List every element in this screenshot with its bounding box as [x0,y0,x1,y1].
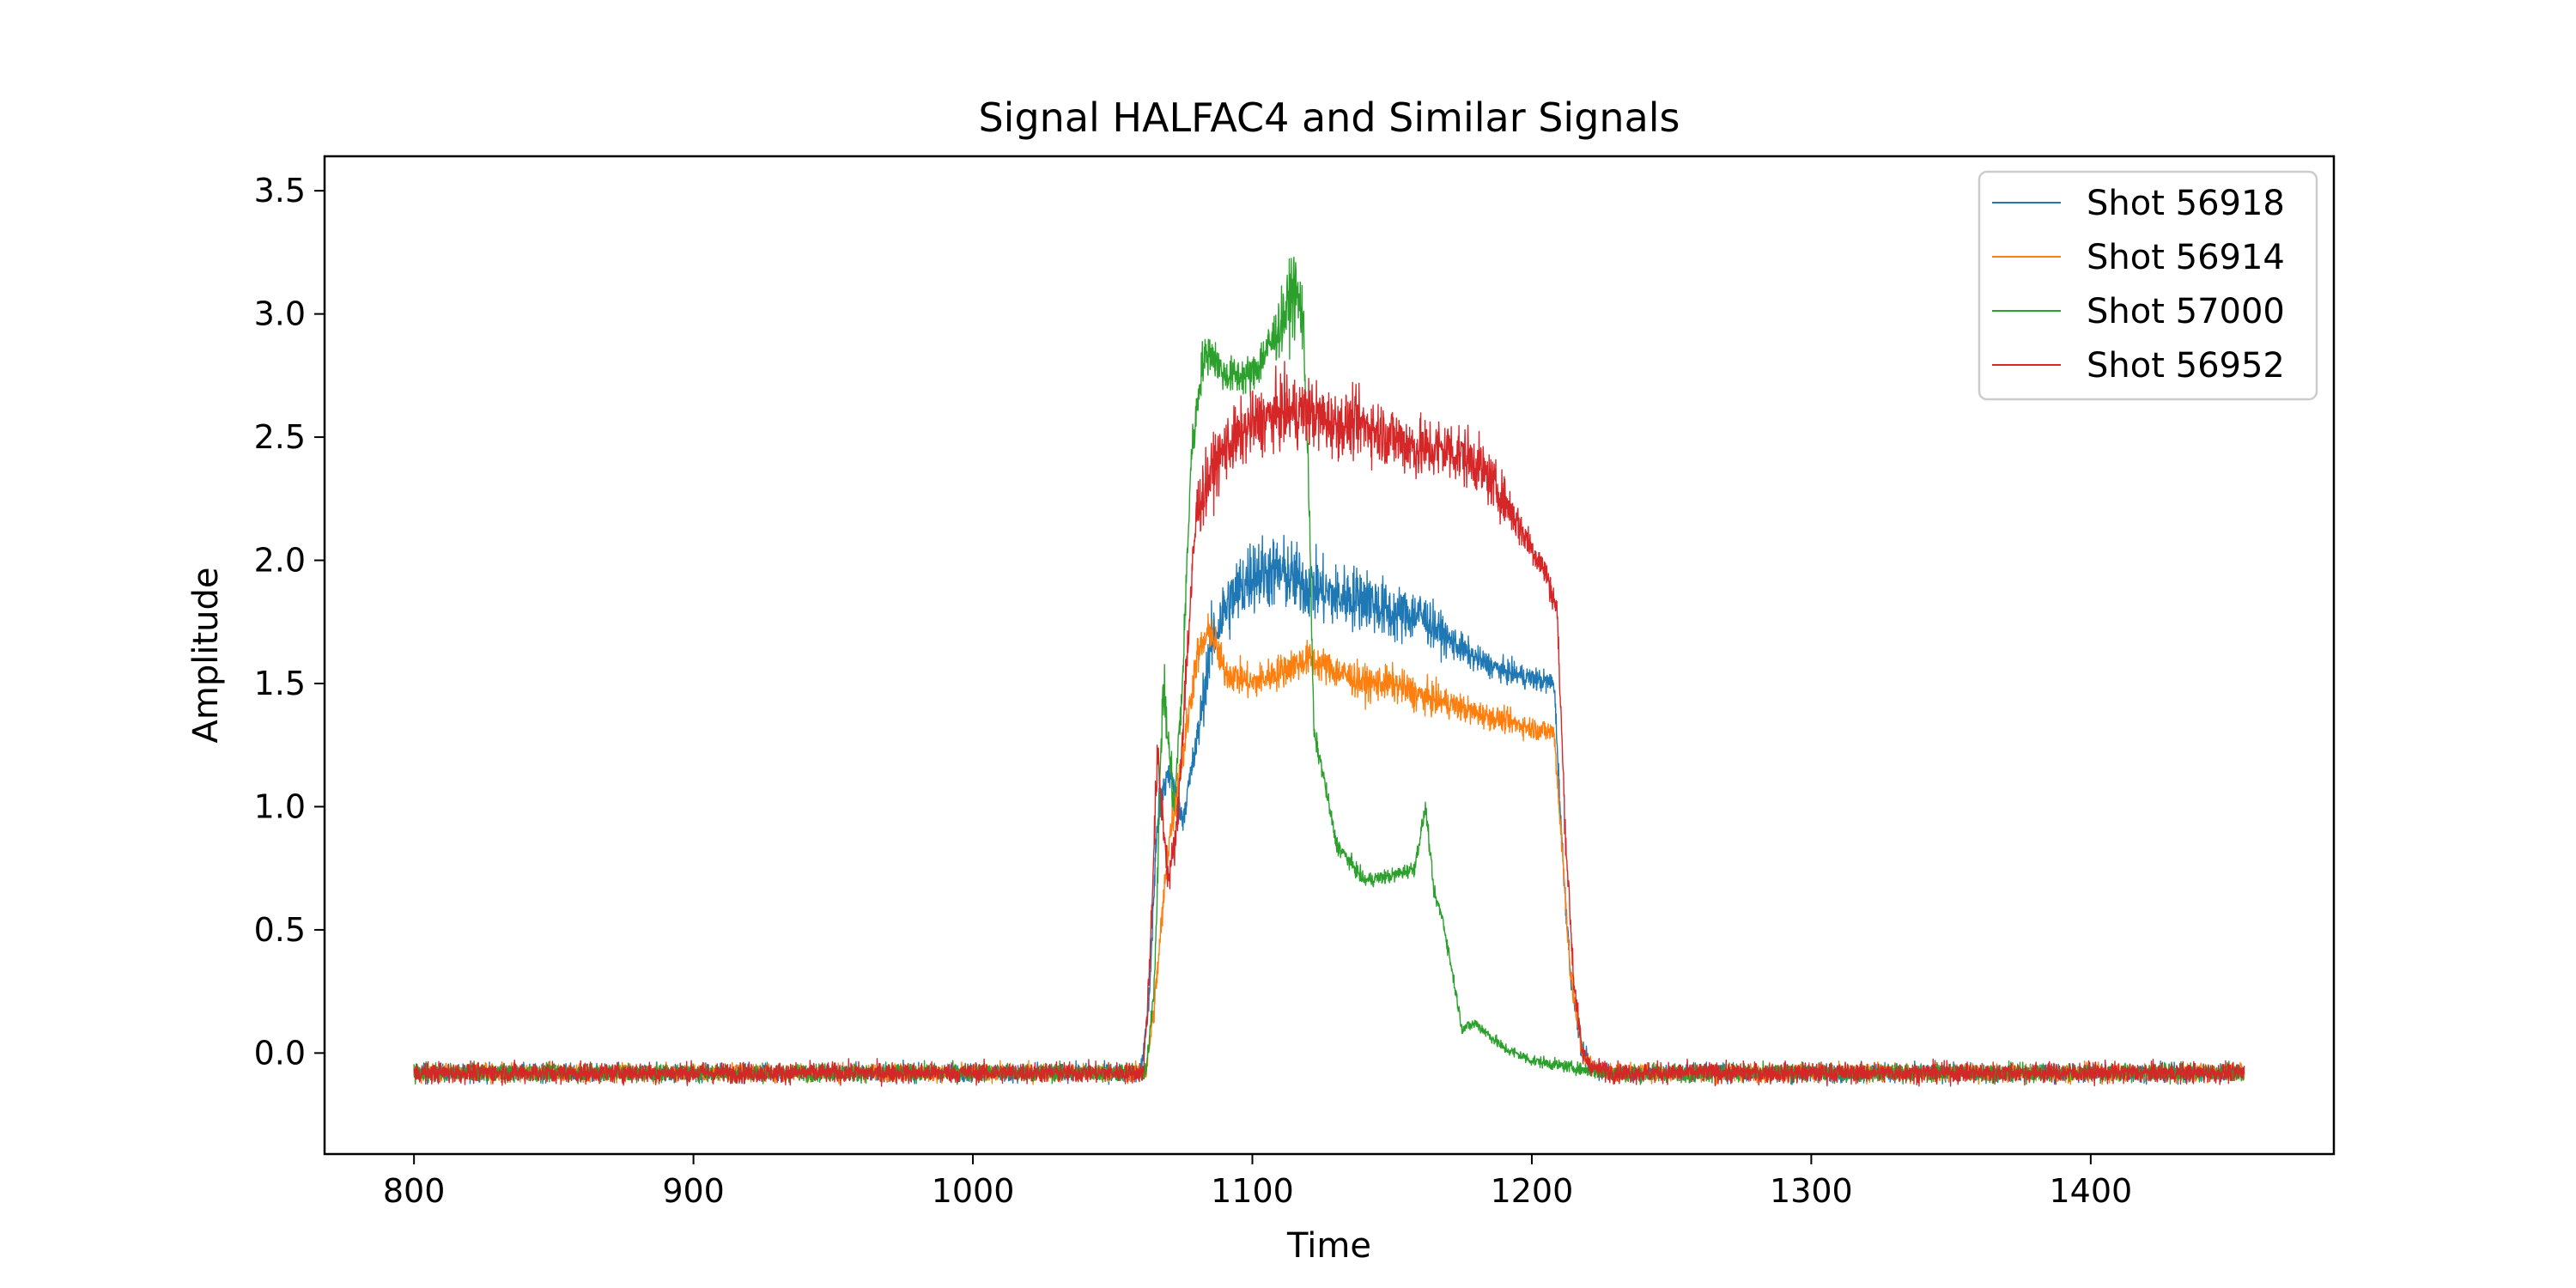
x-tick-label: 1200 [1491,1172,1574,1210]
chart-title: Signal HALFAC4 and Similar Signals [978,94,1680,141]
y-axis-ticks: 0.0 0.5 1.0 1.5 2.0 2.5 3.0 3.5 [254,172,325,1072]
y-tick-label: 3.0 [254,295,306,333]
y-tick-label: 2.5 [254,418,306,456]
legend-box [1978,170,2318,401]
y-axis-label: Amplitude [186,568,226,744]
x-tick-label: 800 [383,1172,446,1210]
legend: Shot 56918 Shot 56914 Shot 57000 Shot 56952 [1978,170,2318,401]
x-axis-label: Time [1286,1226,1371,1266]
y-tick-label: 1.0 [254,787,306,825]
x-tick-label: 1400 [2049,1172,2132,1210]
legend-label: Shot 56918 [2087,184,2285,223]
x-tick-label: 1000 [932,1172,1015,1210]
x-tick-label: 900 [662,1172,725,1210]
legend-label: Shot 57000 [2087,292,2285,331]
series-line-4 [413,361,2245,1087]
y-tick-label: 0.5 [254,911,306,949]
series-layer [413,256,2245,1087]
y-tick-label: 0.0 [254,1034,306,1072]
y-tick-label: 1.5 [254,665,306,702]
legend-label: Shot 56914 [2087,238,2285,277]
y-tick-label: 3.5 [254,172,306,210]
x-axis-ticks: 800 900 1000 1100 1200 1300 1400 [383,1154,2132,1210]
legend-label: Shot 56952 [2087,346,2285,386]
x-tick-label: 1300 [1770,1172,1853,1210]
y-tick-label: 2.0 [254,542,306,580]
x-tick-label: 1100 [1211,1172,1294,1210]
plot-area-frame [323,155,2336,1156]
